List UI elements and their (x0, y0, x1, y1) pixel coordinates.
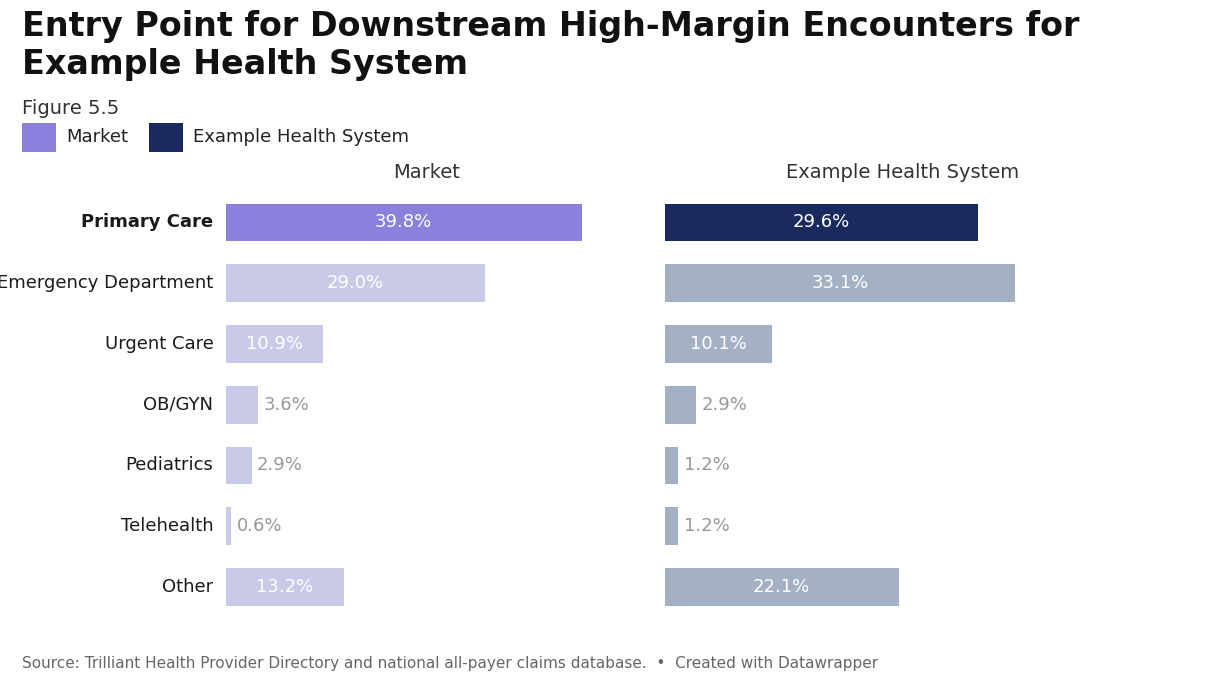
Text: Figure 5.5: Figure 5.5 (22, 99, 120, 119)
Text: Example Health System: Example Health System (22, 48, 468, 81)
Text: Emergency Department: Emergency Department (0, 274, 214, 292)
Text: 10.9%: 10.9% (246, 335, 303, 353)
Bar (226, 264, 486, 302)
Text: Urgent Care: Urgent Care (105, 335, 214, 353)
Bar (665, 447, 677, 484)
Text: 2.9%: 2.9% (702, 396, 748, 414)
Text: Primary Care: Primary Care (82, 213, 214, 231)
Text: 2.9%: 2.9% (257, 456, 303, 475)
Text: 1.2%: 1.2% (684, 456, 730, 475)
Bar (226, 325, 323, 363)
Bar (226, 508, 231, 545)
Text: OB/GYN: OB/GYN (144, 396, 213, 414)
Bar (226, 568, 344, 606)
Text: Pediatrics: Pediatrics (126, 456, 214, 475)
Bar (226, 447, 251, 484)
Text: 13.2%: 13.2% (256, 578, 314, 596)
Text: Telehealth: Telehealth (121, 517, 214, 535)
Text: Market: Market (394, 163, 460, 182)
Text: 1.2%: 1.2% (684, 517, 730, 535)
Text: Entry Point for Downstream High-Margin Encounters for: Entry Point for Downstream High-Margin E… (22, 10, 1080, 43)
Text: Market: Market (66, 128, 128, 146)
Bar (665, 386, 695, 423)
Text: 33.1%: 33.1% (811, 274, 869, 292)
Text: 10.1%: 10.1% (689, 335, 747, 353)
Text: 3.6%: 3.6% (264, 396, 309, 414)
Bar (665, 325, 772, 363)
Text: Other: Other (162, 578, 214, 596)
Bar (665, 568, 899, 606)
Text: 22.1%: 22.1% (753, 578, 810, 596)
Text: 0.6%: 0.6% (237, 517, 282, 535)
Text: Example Health System: Example Health System (786, 163, 1020, 182)
Text: 29.0%: 29.0% (327, 274, 384, 292)
Text: 39.8%: 39.8% (375, 213, 432, 231)
Bar (665, 508, 677, 545)
Text: 29.6%: 29.6% (793, 213, 850, 231)
Bar (665, 264, 1015, 302)
Bar (665, 204, 978, 241)
Bar (226, 204, 582, 241)
Bar (226, 386, 257, 423)
Text: Example Health System: Example Health System (193, 128, 409, 146)
Text: Source: Trilliant Health Provider Directory and national all-payer claims databa: Source: Trilliant Health Provider Direct… (22, 656, 878, 671)
